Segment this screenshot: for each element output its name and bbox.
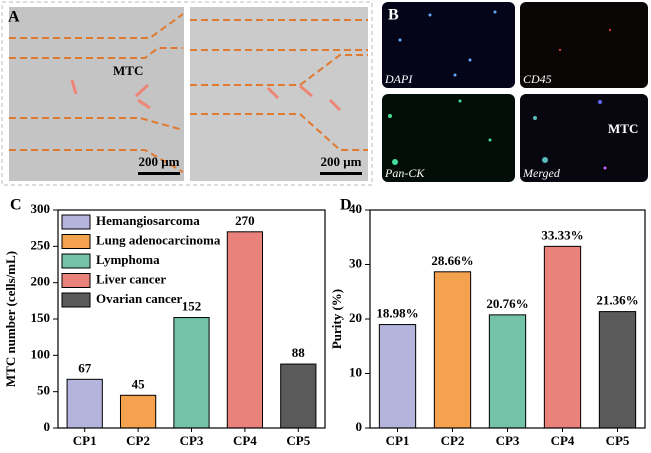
y-axis-label: MTC number (cells/mL) [3,251,18,387]
y-tick-label: 100 [31,346,51,361]
scale-bar [320,172,362,175]
channel-label: Pan-CK [384,166,425,180]
channel-label: DAPI [384,72,413,86]
value-label: 33.33% [541,227,583,242]
y-axis-label: Purity (%) [329,289,344,349]
channel-outline [9,13,368,173]
fluorescence-image [520,2,648,88]
legend-label: Ovarian cancer [96,291,183,306]
micrograph [190,7,368,181]
y-tick-label: 30 [349,255,362,270]
x-tick-label: CP5 [606,433,630,448]
bar [226,231,264,429]
value-label: 45 [132,376,146,391]
x-tick-label: CP2 [126,433,150,448]
bar [119,394,157,429]
bar [66,378,103,429]
x-tick-label: CP5 [286,433,310,448]
y-tick-label: 150 [31,310,51,325]
annotation: MTC [113,63,143,78]
x-tick-label: CP4 [551,433,575,448]
value-label: 270 [235,213,255,228]
y-tick-label: 10 [349,364,362,379]
fluorescence-image [382,2,515,88]
channel-label: Merged [522,166,561,180]
x-tick-label: CP4 [233,433,257,448]
bar [488,314,527,429]
y-tick-label: 20 [349,310,362,325]
channel-label: CD45 [523,72,552,86]
legend-swatch [61,253,91,269]
bar [173,317,210,429]
y-tick-label: 0 [44,419,51,434]
y-tick-label: 40 [349,201,362,216]
cell-dot [388,10,612,170]
fluorescence-image [382,94,515,182]
value-label: 18.98% [376,306,418,321]
bar [378,324,417,429]
plot-frame [369,209,646,429]
y-tick-label: 50 [37,383,50,398]
y-tick-label: 300 [31,201,51,216]
legend-label: Liver cancer [96,271,166,286]
legend-swatch [61,214,91,230]
bar [280,363,317,429]
scale-bar [138,172,180,175]
value-label: 67 [78,360,92,375]
value-label: 20.76% [486,296,528,311]
panel-letter: C [10,197,22,214]
arrow [70,79,342,112]
legend-label: Lymphoma [96,252,160,267]
bar [543,245,582,429]
legend-label: Hemangiosarcoma [96,213,200,228]
panel-a-frame [1,1,373,186]
x-tick-label: CP1 [73,433,97,448]
value-label: 152 [182,299,202,314]
x-tick-label: CP1 [386,433,410,448]
plot-frame [57,209,326,429]
legend-swatch [61,273,91,288]
value-label: 88 [292,345,306,360]
bar [433,271,472,429]
y-tick-label: 200 [31,274,51,289]
micrograph [9,7,184,181]
legend-swatch [61,292,91,308]
annotation: MTC [608,121,638,136]
fluorescence-image [520,94,648,182]
panel-letter: D [340,197,352,214]
value-label: 28.66% [431,253,473,268]
legend-label: Lung adenocarcinoma [96,232,221,247]
panel-letter: A [8,9,20,26]
scale-label: 200 μm [321,154,362,169]
bar [598,311,637,429]
x-tick-label: CP2 [441,433,465,448]
panel-letter: B [388,7,399,24]
x-tick-label: CP3 [496,433,520,448]
legend-swatch [61,234,91,249]
scale-label: 200 μm [139,154,180,169]
y-tick-label: 250 [31,237,51,252]
value-label: 21.36% [596,293,638,308]
y-tick-label: 0 [356,419,363,434]
x-tick-label: CP3 [180,433,204,448]
